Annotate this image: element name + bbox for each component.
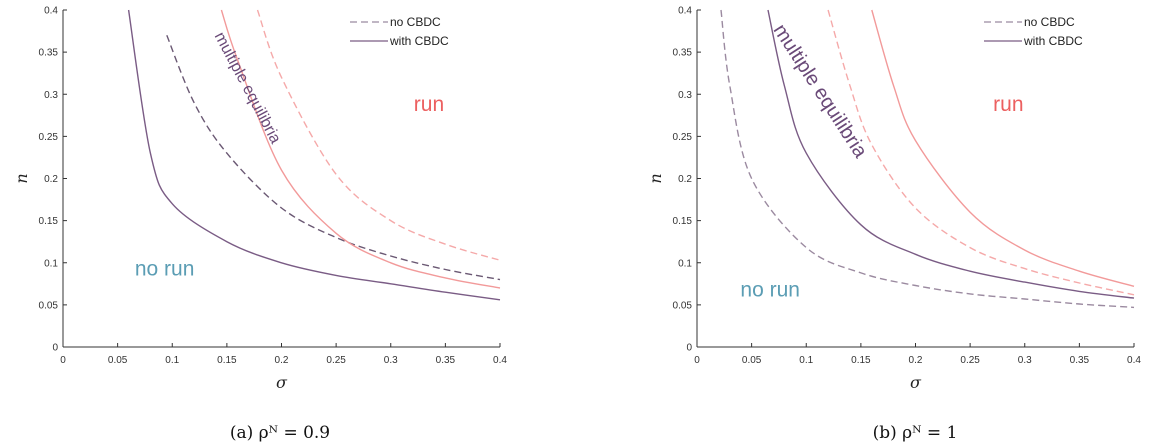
x-tick-label: 0.2: [909, 355, 923, 366]
x-tick-label: 0.4: [493, 355, 507, 366]
y-tick-label: 0: [52, 343, 58, 354]
y-tick-label: 0.4: [678, 6, 692, 17]
y-tick-label: 0.35: [39, 48, 59, 59]
x-tick-label: 0.4: [1127, 355, 1141, 366]
series-line-3: [220, 9, 501, 289]
y-tick-label: 0.25: [673, 132, 693, 143]
legend-entry: no CBDC: [1024, 15, 1075, 29]
region-label: run: [414, 93, 444, 116]
x-axis-label: σ: [276, 373, 288, 392]
x-tick-label: 0.15: [217, 355, 237, 366]
x-tick-label: 0.2: [275, 355, 289, 366]
y-tick-label: 0.3: [44, 90, 58, 101]
x-tick-label: 0.1: [165, 355, 179, 366]
y-axis-label: n: [646, 173, 665, 183]
y-tick-label: 0.15: [39, 216, 59, 227]
x-axis-label: σ: [910, 373, 922, 392]
legend-entry: no CBDC: [390, 15, 441, 29]
y-tick-label: 0.05: [39, 300, 59, 311]
x-tick-label: 0.35: [436, 355, 456, 366]
y-tick-label: 0.15: [673, 216, 693, 227]
y-tick-label: 0: [686, 343, 692, 354]
series-line-1: [720, 9, 1135, 309]
y-tick-label: 0.3: [678, 90, 692, 101]
region-label: run: [993, 93, 1023, 116]
y-tick-label: 0.2: [678, 174, 692, 185]
y-tick-label: 0.4: [44, 6, 58, 17]
legend-entry: with CBDC: [1023, 34, 1083, 48]
series-line-1: [166, 35, 501, 281]
x-tick-label: 0.15: [851, 355, 871, 366]
y-tick-label: 0.35: [673, 48, 693, 59]
chart-panel-a: 0 0.05 0.1 0.15 0.2 0.25 0.3 0.35 0.4 0 0.05 0.1 0.1…: [12, 6, 507, 444]
x-tick-label: 0.35: [1070, 355, 1090, 366]
x-tick-label: 0: [60, 355, 66, 366]
x-tick-label: 0: [694, 355, 700, 366]
y-tick-label: 0.25: [39, 132, 59, 143]
x-tick-label: 0.3: [384, 355, 398, 366]
series-line-4: [256, 9, 501, 261]
x-tick-label: 0.25: [326, 355, 346, 366]
x-tick-label: 0.1: [799, 355, 813, 366]
region-label: multiple equilibria: [769, 20, 872, 162]
y-axis-label: n: [12, 173, 31, 183]
y-tick-label: 0.05: [673, 300, 693, 311]
series-line-4: [871, 9, 1135, 287]
y-tick-label: 0.1: [678, 258, 692, 269]
series-line-2: [127, 9, 501, 301]
panel-caption: (a) ρᴺ = 0.9: [230, 423, 330, 443]
y-tick-label: 0.2: [44, 174, 58, 185]
y-tick-label: 0.1: [44, 258, 58, 269]
legend-entry: with CBDC: [389, 34, 449, 48]
x-tick-label: 0.25: [960, 355, 980, 366]
x-tick-label: 0.3: [1018, 355, 1032, 366]
x-tick-label: 0.05: [742, 355, 762, 366]
x-tick-label: 0.05: [108, 355, 128, 366]
series-line-3: [827, 9, 1135, 296]
region-label: no run: [135, 257, 195, 280]
chart-panel-b: 0 0.05 0.1 0.15 0.2 0.25 0.3 0.35 0.4 0 0.05 0.1 0.1…: [646, 6, 1141, 444]
panel-caption: (b) ρᴺ = 1: [873, 423, 958, 443]
region-label: no run: [740, 278, 800, 301]
series-line-2: [767, 9, 1135, 299]
region-label: multiple equilibria: [211, 29, 284, 146]
